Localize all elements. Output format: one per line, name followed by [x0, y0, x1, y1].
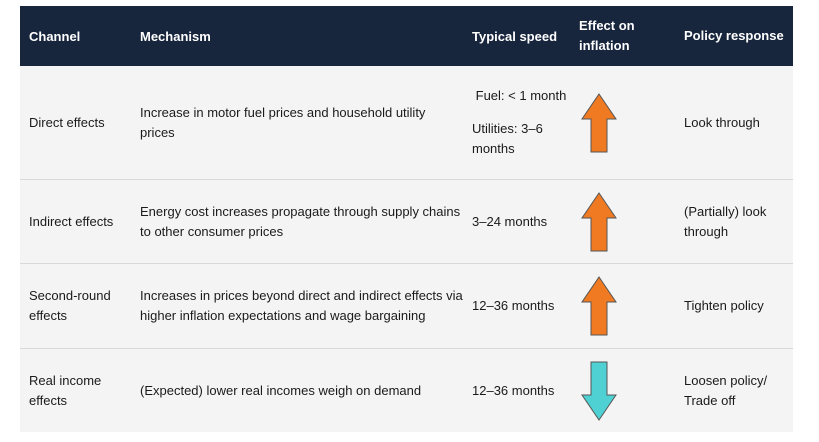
row-policy: Loosen policy/ Trade off: [684, 372, 768, 408]
arrow-up-shape: [581, 191, 617, 251]
row-speed: Fuel: < 1 month Utilities: 3–6 months: [463, 66, 570, 179]
speed-line: Utilities: 3–6 months: [472, 121, 543, 156]
row-speed: 3–24 months: [472, 213, 548, 229]
arrow-up-icon: [581, 92, 617, 152]
table-row: Indirect effects Energy cost increases p…: [20, 180, 793, 264]
row-mechanism: (Expected) lower real incomes weigh on d…: [140, 382, 422, 398]
row-mechanism: Energy cost increases propagate through …: [140, 203, 461, 239]
row-channel: Real income effects: [29, 372, 102, 408]
row-mechanism: Increase in motor fuel prices and househ…: [140, 104, 426, 140]
row-effect: [570, 66, 675, 179]
arrow-down-shape: [581, 361, 617, 421]
header-speed: Typical speed: [472, 29, 558, 44]
header-effect: Effect on inflation: [579, 18, 635, 53]
row-channel: Direct effects: [29, 114, 105, 130]
row-channel: Indirect effects: [29, 213, 114, 229]
row-policy: Tighten policy: [684, 298, 764, 313]
row-mechanism: Increases in prices beyond direct and in…: [140, 288, 463, 323]
row-channel: Second-round effects: [29, 288, 111, 323]
policy-channels-table: Channel Mechanism Typical speed Effect o…: [20, 6, 793, 432]
header-policy: Policy response: [684, 28, 784, 43]
header-channel: Channel: [29, 29, 81, 44]
row-effect: [570, 180, 675, 263]
arrow-down-icon: [581, 361, 617, 421]
table-row: Direct effects Increase in motor fuel pr…: [20, 66, 793, 180]
row-effect: [570, 349, 675, 432]
row-speed: 12–36 months: [472, 298, 555, 313]
speed-line: Fuel: < 1 month: [475, 88, 567, 103]
arrow-up-icon: [581, 276, 617, 336]
row-speed: 12–36 months: [472, 382, 555, 398]
header-mechanism: Mechanism: [140, 29, 211, 44]
arrow-up-icon: [581, 191, 617, 251]
table-row: Real income effects (Expected) lower rea…: [20, 349, 793, 432]
table-row: Second-round effects Increases in prices…: [20, 264, 793, 349]
table-header: Channel Mechanism Typical speed Effect o…: [20, 6, 793, 66]
row-effect: [570, 264, 675, 348]
arrow-up-shape: [581, 276, 617, 336]
row-policy: (Partially) look through: [684, 203, 767, 239]
arrow-up-shape: [581, 92, 617, 152]
row-policy: Look through: [684, 114, 760, 130]
